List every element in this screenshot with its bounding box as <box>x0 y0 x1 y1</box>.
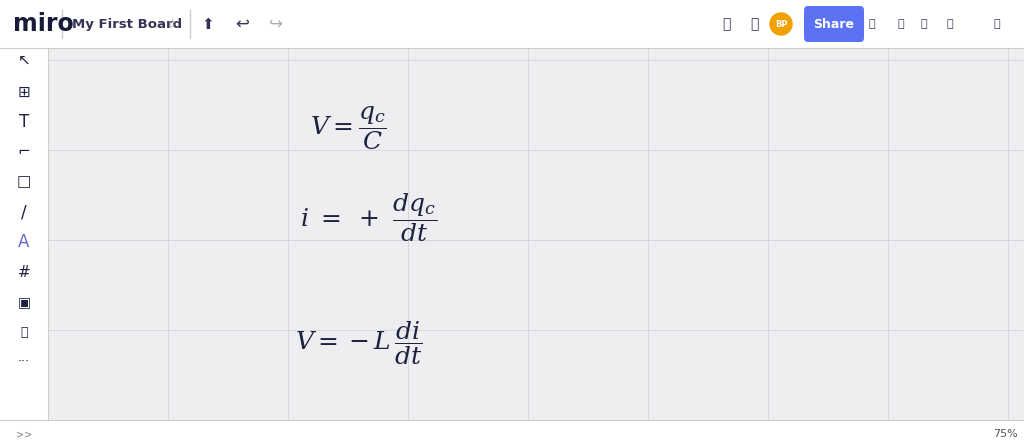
Text: ⌐: ⌐ <box>17 145 31 159</box>
Text: >>: >> <box>16 429 32 439</box>
Text: BP: BP <box>775 20 787 29</box>
Text: $i\ =\ +\ \dfrac{dq_c}{dt}$: $i\ =\ +\ \dfrac{dq_c}{dt}$ <box>300 192 437 245</box>
Text: ⬦: ⬦ <box>921 19 928 29</box>
Text: ↪: ↪ <box>269 15 283 33</box>
Text: ↖: ↖ <box>17 52 31 68</box>
Circle shape <box>770 13 792 35</box>
Text: ···: ··· <box>18 356 30 369</box>
Text: ☆: ☆ <box>166 17 177 30</box>
Text: T: T <box>18 113 29 131</box>
Text: ▣: ▣ <box>17 295 31 309</box>
Text: ⬦: ⬦ <box>750 17 758 31</box>
Text: ⬦: ⬦ <box>898 19 904 29</box>
Text: ⬦: ⬦ <box>868 19 876 29</box>
Text: ⬦: ⬦ <box>946 19 953 29</box>
Text: $V = -L\,\dfrac{di}{dt}$: $V = -L\,\dfrac{di}{dt}$ <box>295 319 423 367</box>
Text: ⬦: ⬦ <box>993 19 1000 29</box>
Text: #: # <box>17 264 31 280</box>
Text: ↩: ↩ <box>236 15 249 33</box>
Bar <box>0 420 1024 448</box>
Text: $V = \dfrac{q_c}{C}$: $V = \dfrac{q_c}{C}$ <box>310 104 387 152</box>
FancyBboxPatch shape <box>804 6 864 42</box>
Bar <box>0 48 48 420</box>
Text: ⊞: ⊞ <box>17 85 31 99</box>
Text: ⬛: ⬛ <box>20 326 28 339</box>
Bar <box>0 0 1024 48</box>
Text: ⬦: ⬦ <box>722 17 730 31</box>
Text: /: / <box>22 203 27 221</box>
Text: miro: miro <box>13 12 74 36</box>
Text: My First Board: My First Board <box>72 17 182 30</box>
Text: A: A <box>18 233 30 251</box>
Text: ⬆: ⬆ <box>202 17 214 31</box>
Text: Share: Share <box>813 17 854 30</box>
Text: □: □ <box>16 175 31 190</box>
Text: 75%: 75% <box>992 429 1018 439</box>
